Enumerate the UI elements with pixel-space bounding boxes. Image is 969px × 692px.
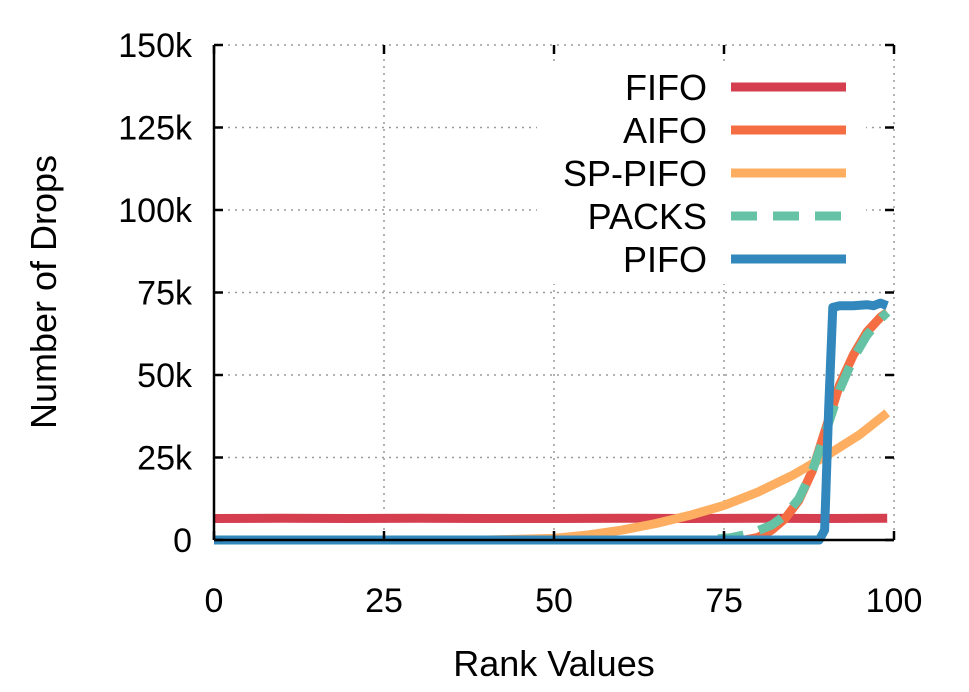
series-line-aifo — [214, 308, 890, 545]
y-tick-label: 75k — [137, 275, 193, 313]
legend-label-packs: PACKS — [588, 196, 707, 237]
y-tick-label: 25k — [137, 440, 193, 478]
x-axis-title: Rank Values — [453, 643, 654, 684]
series-line-packs — [214, 309, 891, 545]
legend-label-fifo: FIFO — [625, 67, 707, 108]
y-tick-label: 150k — [118, 27, 193, 65]
legend-label-sp-pifo: SP-PIFO — [563, 153, 707, 194]
y-tick-label: 0 — [173, 522, 192, 560]
x-tick-label: 100 — [866, 582, 923, 620]
y-tick-label: 100k — [118, 192, 193, 230]
series-line-pifo — [214, 298, 889, 545]
ticks: 0 25k 50k 75k 100k 125k 150k 0 25 50 75 100 — [118, 27, 922, 620]
legend-label-pifo: PIFO — [623, 239, 707, 280]
x-tick-label: 25 — [365, 582, 403, 620]
series-lines — [213, 298, 891, 545]
y-axis-title: Number of Drops — [23, 155, 64, 429]
x-tick-label: 0 — [205, 582, 224, 620]
grid-lines — [214, 44, 895, 540]
x-tick-label: 50 — [535, 582, 573, 620]
x-tick-label: 75 — [705, 582, 743, 620]
legend-label-aifo: AIFO — [623, 110, 707, 151]
y-tick-label: 50k — [137, 357, 193, 395]
y-tick-label: 125k — [118, 110, 193, 148]
